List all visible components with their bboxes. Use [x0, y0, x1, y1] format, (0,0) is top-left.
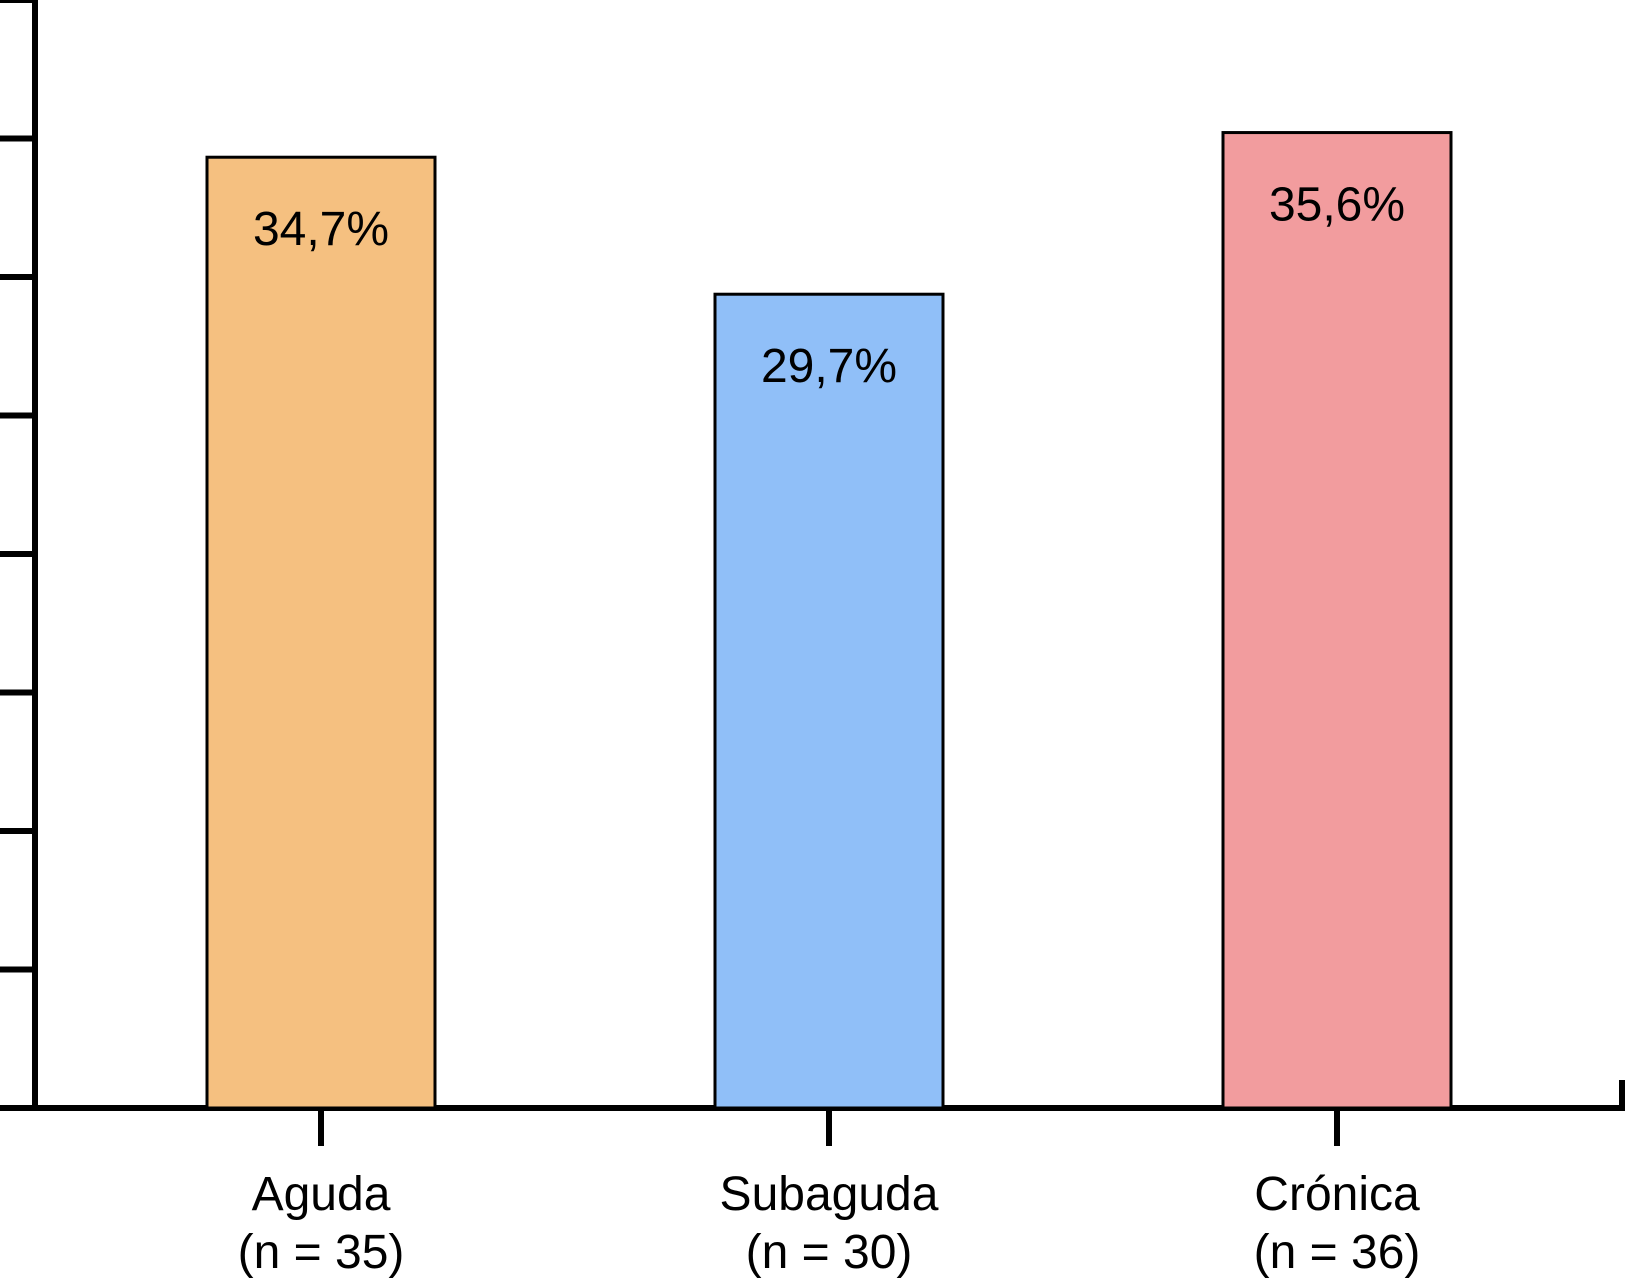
x-tick-sublabel-subaguda: (n = 30)	[746, 1226, 913, 1278]
x-tick-label-aguda: Aguda	[252, 1168, 391, 1221]
x-tick-sublabel-aguda: (n = 35)	[238, 1226, 405, 1278]
x-tick-label-cronica: Crónica	[1254, 1168, 1420, 1221]
bars: 34,7% 29,7% 35,6%	[205, 131, 1453, 1110]
x-tick-sublabel-cronica: (n = 36)	[1254, 1226, 1421, 1278]
category-labels: Aguda(n = 35) Subaguda(n = 30) Crónica(n =…	[238, 1168, 1421, 1278]
bar-cronica	[1221, 131, 1453, 1110]
bar-subaguda	[713, 292, 945, 1110]
data-label-aguda: 34,7%	[253, 203, 389, 256]
data-label-subaguda: 29,7%	[761, 340, 897, 393]
bar-aguda	[205, 155, 437, 1110]
y-axis	[0, 0, 38, 1111]
data-label-cronica: 35,6%	[1269, 179, 1405, 232]
x-tick-label-subaguda: Subaguda	[720, 1168, 939, 1221]
